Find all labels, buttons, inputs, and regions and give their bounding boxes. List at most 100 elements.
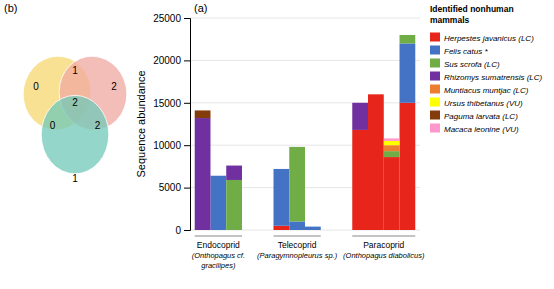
bar-segment [273, 168, 289, 169]
bar-segment [289, 146, 305, 147]
group-underline [195, 235, 242, 236]
bar-segment [305, 226, 321, 227]
bar-segment [368, 94, 384, 95]
legend: Identified nonhumanmammalsHerpestes java… [430, 4, 543, 134]
group-name: Paracoprid [363, 240, 404, 250]
legend-item: Felis catus * [430, 46, 488, 56]
bar-segment [210, 175, 226, 176]
y-tick-label: 5000 [159, 182, 182, 193]
legend-label: Rhizomys sumatrensis (LC) [444, 73, 543, 82]
group-labels: Endocoprid(Onthopagus cf.gracilipes)Tele… [192, 236, 425, 270]
bar-segment [384, 151, 400, 157]
legend-swatch [430, 46, 440, 55]
bar-segment [384, 141, 400, 145]
legend-swatch [430, 85, 440, 94]
bar-segment [400, 35, 416, 43]
bar-segment [368, 94, 384, 95]
bar-segment [226, 165, 242, 166]
bar-segment [289, 146, 305, 147]
venn: 0211022 [17, 51, 132, 184]
bar-segment [195, 110, 211, 111]
group-underline [273, 235, 320, 236]
bar-segment [195, 110, 211, 118]
venn-count: 2 [72, 97, 78, 108]
bar-segment [352, 103, 368, 130]
bar-segment [305, 226, 321, 227]
grid-line [190, 18, 420, 19]
bar-segment [400, 34, 416, 35]
y-tick-label: 0 [175, 225, 181, 236]
bar-segment [226, 180, 242, 230]
bar-segment [226, 165, 242, 166]
bar-segment [400, 34, 416, 35]
bar-segment [226, 165, 242, 166]
y-tick-mark [184, 103, 190, 104]
bar-segment [384, 157, 400, 230]
bar-segment [273, 168, 289, 169]
grid [190, 18, 420, 230]
legend-item: Ursus thibetanus (VU) [430, 98, 523, 108]
bars [195, 35, 416, 230]
venn-count: 2 [95, 120, 101, 131]
bar-segment [289, 147, 305, 222]
bar-segment [210, 175, 226, 176]
legend-label: Sus scrofa (LC) [444, 60, 500, 69]
panel-label: (a) [194, 2, 207, 14]
bar-segment [368, 94, 384, 230]
bar-segment [289, 146, 305, 147]
bar-segment [289, 222, 305, 230]
legend-label: Herpestes javanicus (LC) [444, 34, 534, 43]
legend-item: Paguma larvata (LC) [430, 111, 518, 121]
legend-swatch [430, 111, 440, 120]
bar-segment [305, 226, 321, 227]
legend-label: Paguma larvata (LC) [444, 112, 518, 121]
bar-segment [368, 94, 384, 95]
bar-segment [273, 168, 289, 169]
group-sublabel: (Paragymnopleurus sp.) [257, 251, 338, 260]
y-tick-mark [184, 145, 190, 146]
bar-segment [400, 103, 416, 230]
venn-count: 2 [111, 81, 117, 92]
y-axis-line [184, 19, 191, 231]
bar-segment [384, 145, 400, 151]
venn-count: 0 [33, 81, 39, 92]
bar-segment [195, 118, 211, 230]
venn-count: 1 [72, 65, 78, 76]
venn-count: 1 [72, 173, 78, 184]
legend-item: Muntiacus muntjac (LC) [430, 85, 529, 95]
bar-segment [368, 94, 384, 95]
bar-segment [400, 34, 416, 35]
bar-segment [210, 175, 226, 176]
venn-set [41, 95, 109, 173]
y-tick: 10000 [153, 140, 190, 151]
bar-segment [226, 166, 242, 180]
bar-segment [368, 94, 384, 95]
bar-segment [352, 130, 368, 230]
legend-label: Ursus thibetanus (VU) [444, 99, 523, 108]
legend-swatch [430, 98, 440, 107]
bar-segment [273, 168, 289, 169]
legend-item: Macaca leonine (VU) [430, 124, 519, 134]
legend-label: Felis catus * [444, 47, 488, 56]
bar-segment [352, 102, 368, 103]
legend-swatch [430, 72, 440, 81]
y-tick-label: 10000 [153, 140, 181, 151]
bar-segment [368, 94, 384, 95]
legend-swatch [430, 59, 440, 68]
chart-root: 0500010000150002000025000Sequence abunda… [0, 0, 554, 289]
bar-segment [226, 165, 242, 166]
group-underline [352, 235, 415, 236]
bar-segment [273, 226, 289, 230]
bar-segment [289, 146, 305, 147]
y-axis-title: Sequence abundance [135, 70, 147, 177]
bar-segment [384, 138, 400, 141]
bar-segment [352, 102, 368, 103]
panel-label: (b) [4, 2, 17, 14]
legend-label: Macaca leonine (VU) [444, 125, 519, 134]
bar-segment [210, 176, 226, 230]
group-sublabel: (Onthopagus diabolicus) [343, 251, 425, 260]
bar-segment [289, 146, 305, 147]
bar-segment [305, 227, 321, 230]
y-tick: 20000 [153, 55, 190, 66]
y-tick-label: 15000 [153, 98, 181, 109]
